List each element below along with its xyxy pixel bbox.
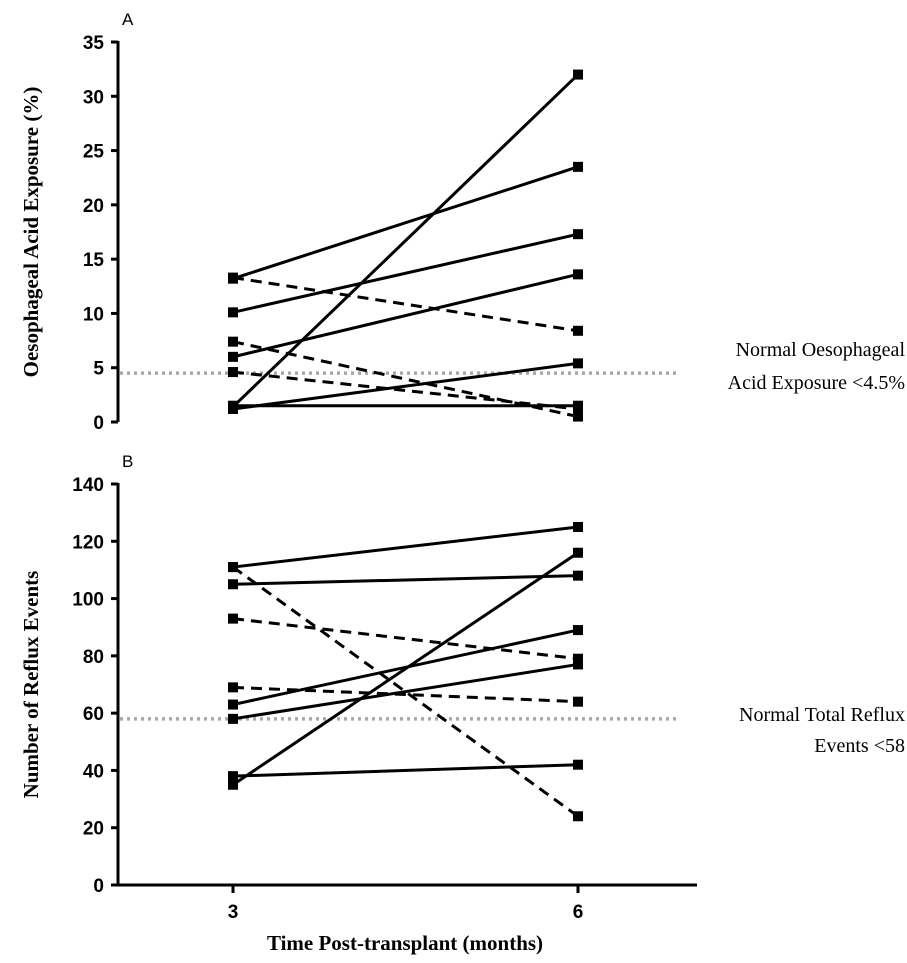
data-point [228, 336, 238, 347]
reference-line-label: Acid Exposure <4.5% [728, 372, 905, 394]
data-point [573, 625, 583, 636]
data-point [573, 161, 583, 172]
y-tick-label: 10 [83, 304, 104, 325]
data-point [228, 779, 238, 790]
y-axis-title: Number of Reflux Events [19, 571, 43, 799]
series-line-1 [231, 73, 580, 408]
series-line-2 [232, 574, 579, 586]
series-line-1 [232, 525, 579, 569]
data-point [228, 367, 238, 378]
y-tick-label: 15 [83, 250, 105, 271]
data-point [228, 682, 238, 693]
data-point [228, 613, 238, 624]
data-point [573, 325, 583, 336]
series-line-5 [232, 662, 579, 721]
y-tick-label: 20 [83, 196, 104, 217]
data-point [573, 269, 583, 280]
y-tick-label: 0 [93, 876, 104, 897]
series-line-8 [232, 617, 579, 661]
y-tick-label: 35 [83, 33, 105, 54]
y-tick-label: 140 [72, 475, 104, 496]
x-tick-label: 6 [573, 902, 584, 923]
y-tick-label: 0 [93, 413, 104, 434]
panel-label-b: B [122, 452, 133, 471]
x-tick-label: 3 [228, 902, 239, 923]
data-point [573, 547, 583, 558]
y-tick-label: 30 [83, 87, 104, 108]
y-tick-label: 25 [83, 142, 105, 163]
data-point [573, 659, 583, 670]
y-tick-label: 5 [93, 359, 104, 380]
data-point [573, 229, 583, 240]
data-point [573, 696, 583, 707]
y-tick-label: 120 [72, 532, 104, 553]
data-point [228, 713, 238, 724]
data-point [228, 699, 238, 710]
reference-line-label: Normal Oesophageal [736, 339, 906, 361]
data-point [573, 358, 583, 369]
data-point [228, 272, 238, 283]
reference-line-label: Normal Total Reflux [739, 704, 905, 726]
series-line-6 [232, 763, 579, 778]
data-point [573, 811, 583, 822]
reference-line-label: Events <58 [814, 735, 905, 757]
panel-label-a: A [122, 10, 134, 29]
data-point [228, 579, 238, 590]
y-tick-label: 20 [83, 819, 104, 840]
series-line-2 [232, 165, 579, 281]
data-point [573, 411, 583, 422]
series-line-9 [232, 370, 579, 411]
y-tick-label: 80 [83, 647, 104, 668]
data-point [573, 653, 583, 664]
data-point [228, 771, 238, 782]
series-line-7 [232, 276, 579, 333]
data-point [573, 403, 583, 414]
panel-a: A 0 5 10 15 20 25 30 35 Oesophageal Acid Exposure… [19, 10, 905, 434]
y-axis-title: Oesophageal Acid Exposure (%) [19, 87, 43, 378]
y-tick-label: 60 [83, 704, 104, 725]
series-line-3 [232, 232, 579, 314]
panel-b: B 0 20 40 60 80 100 120 140 3 6 Number of Reflux Ev… [19, 452, 905, 923]
data-point [228, 562, 238, 573]
series-line-4 [232, 272, 579, 359]
x-axis-title: Time Post-transplant (months) [267, 931, 543, 955]
data-point [228, 400, 238, 411]
data-point [573, 570, 583, 581]
data-point [573, 759, 583, 770]
series-line-5 [232, 361, 579, 411]
y-tick-label: 100 [72, 590, 104, 611]
series-line-4 [232, 628, 579, 707]
data-point [228, 307, 238, 318]
series-line-9 [232, 685, 579, 704]
data-point [573, 69, 583, 80]
y-tick-label: 40 [83, 761, 104, 782]
data-point [573, 521, 583, 532]
data-point [228, 351, 238, 362]
